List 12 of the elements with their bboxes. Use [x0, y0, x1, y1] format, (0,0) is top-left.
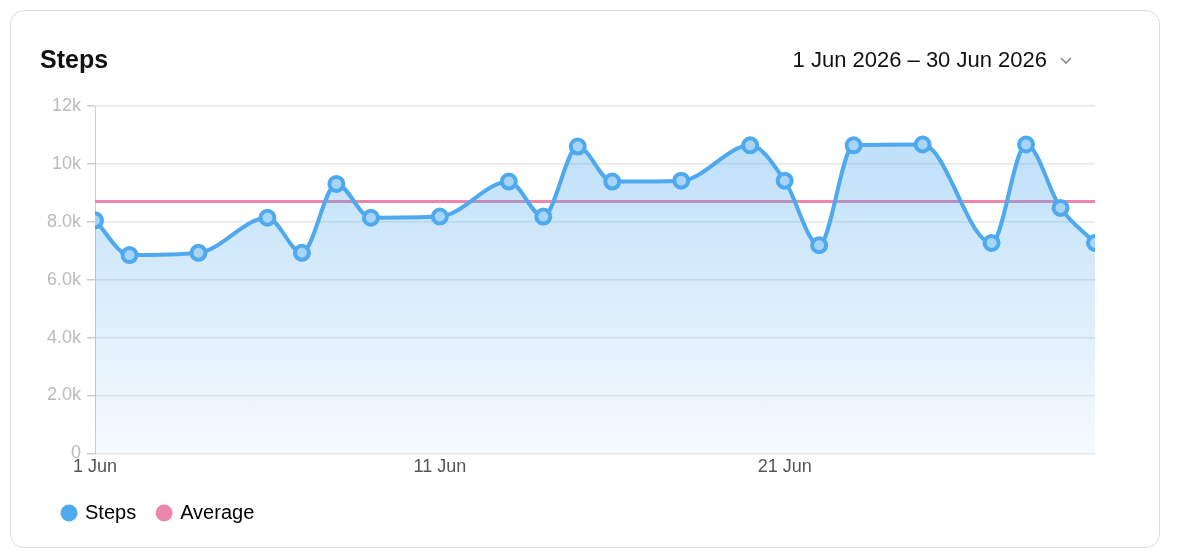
y-tick-label: 10k — [51, 152, 83, 173]
legend-label: Average — [180, 500, 255, 523]
y-tick-label: 8.0k — [46, 210, 83, 231]
x-tick-label: 11 Jun — [413, 456, 467, 477]
chart-title: Steps — [40, 45, 109, 74]
x-tick-label: 21 Jun — [757, 456, 812, 477]
y-tick-label: 12k — [51, 94, 83, 115]
chart-subtitle: 1 Jun 2026 – 30 Jun 2026 — [792, 47, 1047, 73]
y-tick-label: 6.0k — [46, 268, 83, 289]
y-tick-label: 4.0k — [46, 326, 83, 347]
legend-label: Steps — [85, 500, 137, 523]
y-tick-label: 2.0k — [46, 384, 83, 405]
